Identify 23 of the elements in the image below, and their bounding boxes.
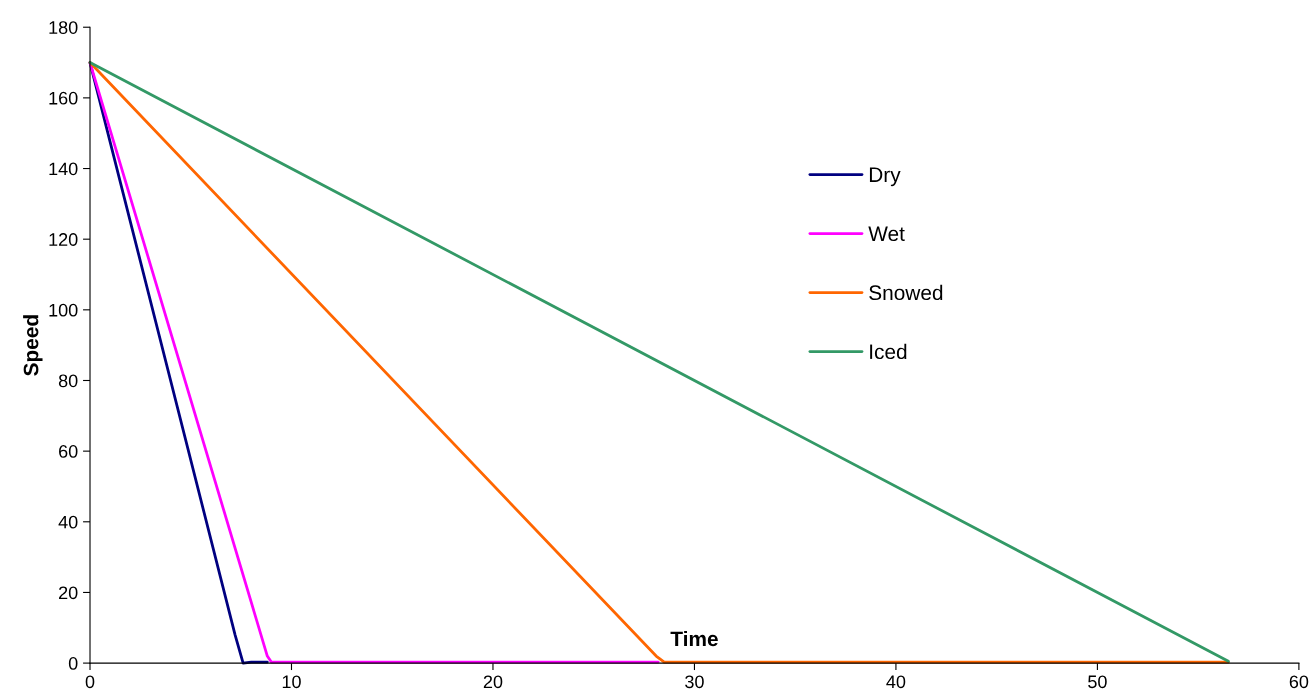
legend-label: Snowed [869,284,943,301]
y-tick-label: 40 [58,515,78,529]
x-tick-label: 50 [1088,675,1107,689]
y-tick-label: 140 [49,162,78,176]
x-tick-label: 10 [282,675,301,689]
x-tick-label: 30 [685,675,704,689]
x-axis-title: Time [670,630,718,647]
legend-label: Dry [869,167,901,187]
y-tick-label: 100 [49,303,78,317]
x-tick-label: 20 [483,675,503,689]
y-tick-label: 60 [59,445,78,458]
y-tick-label: 0 [68,657,78,670]
legend-label: Wet [868,226,905,242]
x-tick-label: 0 [85,675,95,689]
y-tick-label: 180 [49,21,78,34]
y-tick-label: 120 [49,233,78,246]
legend-label: Iced [870,343,907,360]
y-tick-label: 20 [59,586,78,600]
y-tick-label: 160 [49,91,78,105]
x-tick-label: 40 [886,675,906,689]
y-axis-title: Speed [23,315,43,376]
y-tick-label: 80 [58,374,78,388]
x-tick-label: 60 [1289,675,1309,689]
